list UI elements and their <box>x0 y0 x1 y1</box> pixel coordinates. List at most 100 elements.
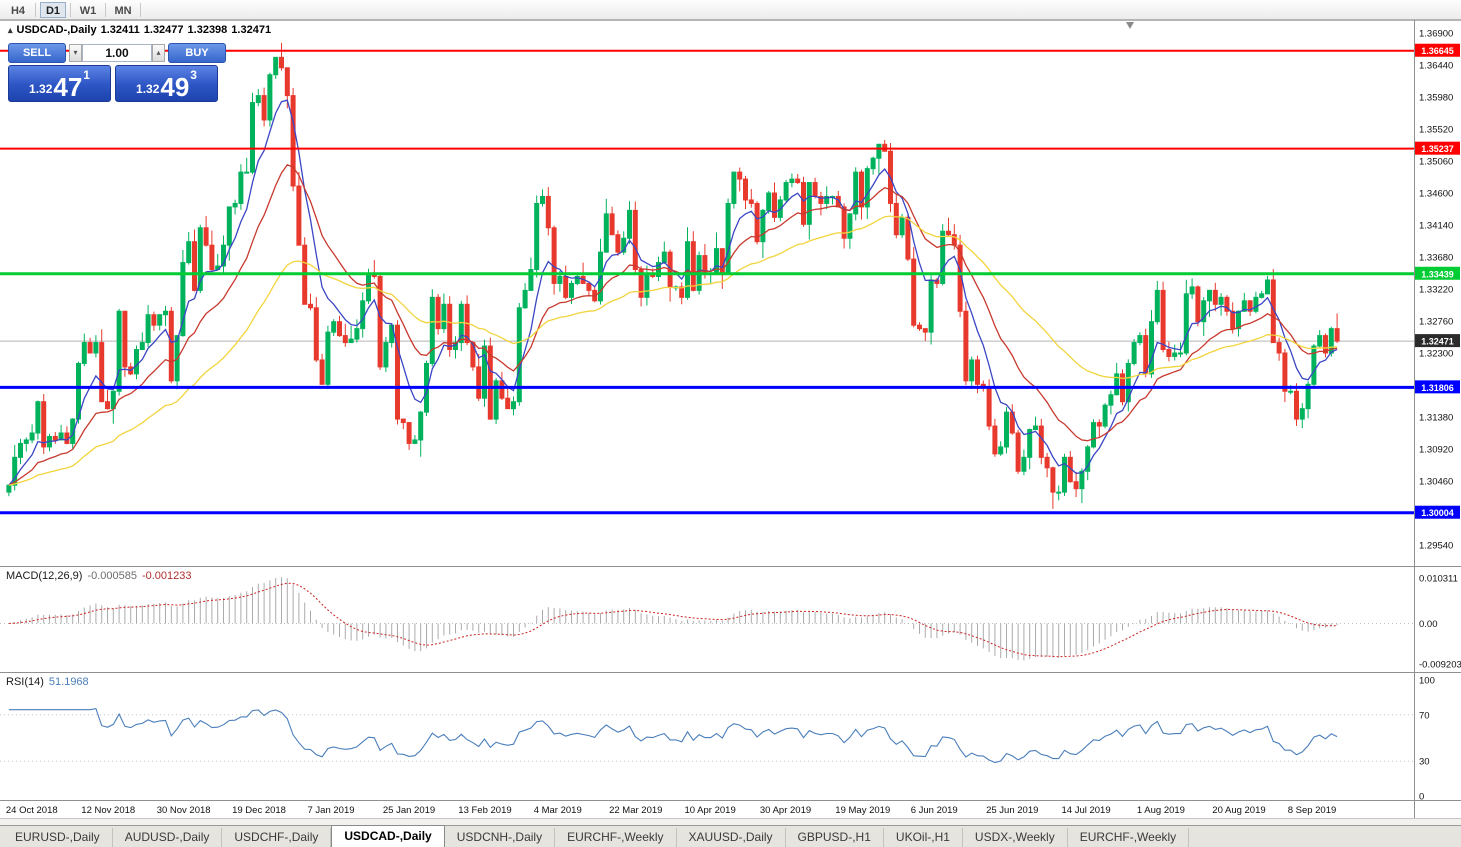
sell-price-pips: 47 <box>53 72 83 102</box>
candle <box>1224 295 1230 316</box>
date-axis-label: 19 Dec 2018 <box>232 805 286 816</box>
candle <box>1334 313 1340 344</box>
timeframe-mn-button[interactable]: MN <box>110 2 136 18</box>
buy-button[interactable]: BUY <box>168 42 226 63</box>
toolbar-separator <box>35 2 36 17</box>
chart-tab[interactable]: USDCHF-,Daily <box>222 828 332 847</box>
candle <box>864 166 870 219</box>
price-axis-tick: 1.36440 <box>1419 61 1453 72</box>
price-axis-tick: 1.36900 <box>1419 29 1453 40</box>
candle <box>302 237 308 305</box>
candle <box>244 157 250 174</box>
chart-tab[interactable]: USDX-,Weekly <box>963 828 1068 847</box>
candle <box>58 424 64 441</box>
candle <box>1294 383 1299 426</box>
candle <box>1276 337 1282 361</box>
candle <box>743 175 748 210</box>
candle <box>847 213 853 249</box>
candle <box>1015 429 1021 474</box>
candle <box>911 247 917 328</box>
candle <box>1062 453 1067 496</box>
candle <box>1050 466 1056 509</box>
candle <box>1160 281 1166 353</box>
timeframe-w1-button[interactable]: W1 <box>75 2 101 18</box>
candle <box>1183 279 1189 356</box>
candle <box>226 206 232 261</box>
price-axis-tick: 1.30460 <box>1419 477 1453 488</box>
volume-input[interactable]: 1.00 <box>82 43 152 62</box>
candles-layer <box>6 42 1340 509</box>
chart-tab[interactable]: USDCNH-,Daily <box>445 828 556 847</box>
chart-tab[interactable]: EURUSD-,Daily <box>3 828 113 847</box>
date-axis-label: 30 Apr 2019 <box>760 805 811 816</box>
candle <box>1114 362 1120 396</box>
chart-tab[interactable]: XAUUSD-,Daily <box>677 828 786 847</box>
candle <box>917 322 922 331</box>
candle <box>354 319 360 343</box>
candle <box>52 432 58 444</box>
candle <box>168 306 174 384</box>
candle <box>1085 445 1091 481</box>
candle <box>511 396 516 416</box>
timeframe-toolbar: H4 D1 W1 MN <box>0 0 1461 20</box>
candle <box>853 167 859 221</box>
timeframe-d1-button[interactable]: D1 <box>40 1 66 18</box>
candle <box>418 411 424 457</box>
candle <box>1096 419 1102 438</box>
candle <box>789 173 795 188</box>
candle <box>99 329 105 403</box>
volume-up-button[interactable]: ▴ <box>152 43 165 62</box>
chart-tab[interactable]: EURCHF-,Weekly <box>555 828 677 847</box>
timeframe-h4-button[interactable]: H4 <box>5 2 31 18</box>
macd-axis-tick: -0.009203 <box>1419 660 1461 671</box>
price-level-label: 1.30004 <box>1415 505 1460 519</box>
price-axis-tick: 1.34600 <box>1419 189 1453 200</box>
sell-price-panel[interactable]: 1.32 47 1 <box>8 65 111 102</box>
date-axis-label: 20 Aug 2019 <box>1212 805 1265 816</box>
one-click-collapse-icon[interactable]: ▴ <box>8 25 13 35</box>
candle <box>342 323 348 347</box>
rsi-name: RSI(14) <box>6 676 44 688</box>
candle <box>1154 280 1160 325</box>
candle <box>400 418 406 430</box>
candle <box>395 320 400 425</box>
candle <box>754 201 760 245</box>
candle <box>1247 299 1253 316</box>
candle <box>586 281 592 297</box>
chart-tab[interactable]: USDCAD-,Daily <box>331 825 445 847</box>
chart-tab[interactable]: GBPUSD-,H1 <box>786 828 884 847</box>
candle <box>238 164 244 210</box>
chart-tab[interactable]: AUDUSD-,Daily <box>113 828 223 847</box>
chart-shift-marker-icon[interactable] <box>1126 22 1134 29</box>
price-axis-tick: 1.32760 <box>1419 317 1453 328</box>
candle <box>905 214 911 262</box>
candle <box>29 424 35 444</box>
candle <box>1021 449 1027 476</box>
candle <box>18 438 23 465</box>
candle <box>1038 418 1044 465</box>
candle <box>377 272 383 370</box>
candle <box>609 206 615 236</box>
chart-plot-area[interactable] <box>0 20 1414 818</box>
candle <box>41 394 47 455</box>
candle <box>1212 282 1218 312</box>
candle <box>998 441 1004 456</box>
chart-tab[interactable]: EURCHF-,Weekly <box>1068 828 1190 847</box>
candle <box>1102 403 1108 429</box>
candle <box>1195 285 1201 327</box>
buy-price-panel[interactable]: 1.32 49 3 <box>115 65 218 102</box>
candle <box>337 315 342 337</box>
price-level-label-text: 1.33439 <box>1421 269 1454 279</box>
rsi-axis-tick: 100 <box>1419 676 1435 687</box>
date-axis-label: 19 May 2019 <box>835 805 890 816</box>
sell-button[interactable]: SELL <box>8 42 66 63</box>
volume-down-button[interactable]: ▾ <box>69 43 82 62</box>
toolbar-separator <box>105 2 106 17</box>
date-axis-label: 6 Jun 2019 <box>911 805 958 816</box>
candle <box>493 378 499 424</box>
horizontal-scrollbar[interactable] <box>0 818 1461 825</box>
price-axis-tick: 1.34140 <box>1419 221 1453 232</box>
chart-tab[interactable]: UKOil-,H1 <box>884 828 963 847</box>
ma-line-slow <box>8 215 1338 486</box>
